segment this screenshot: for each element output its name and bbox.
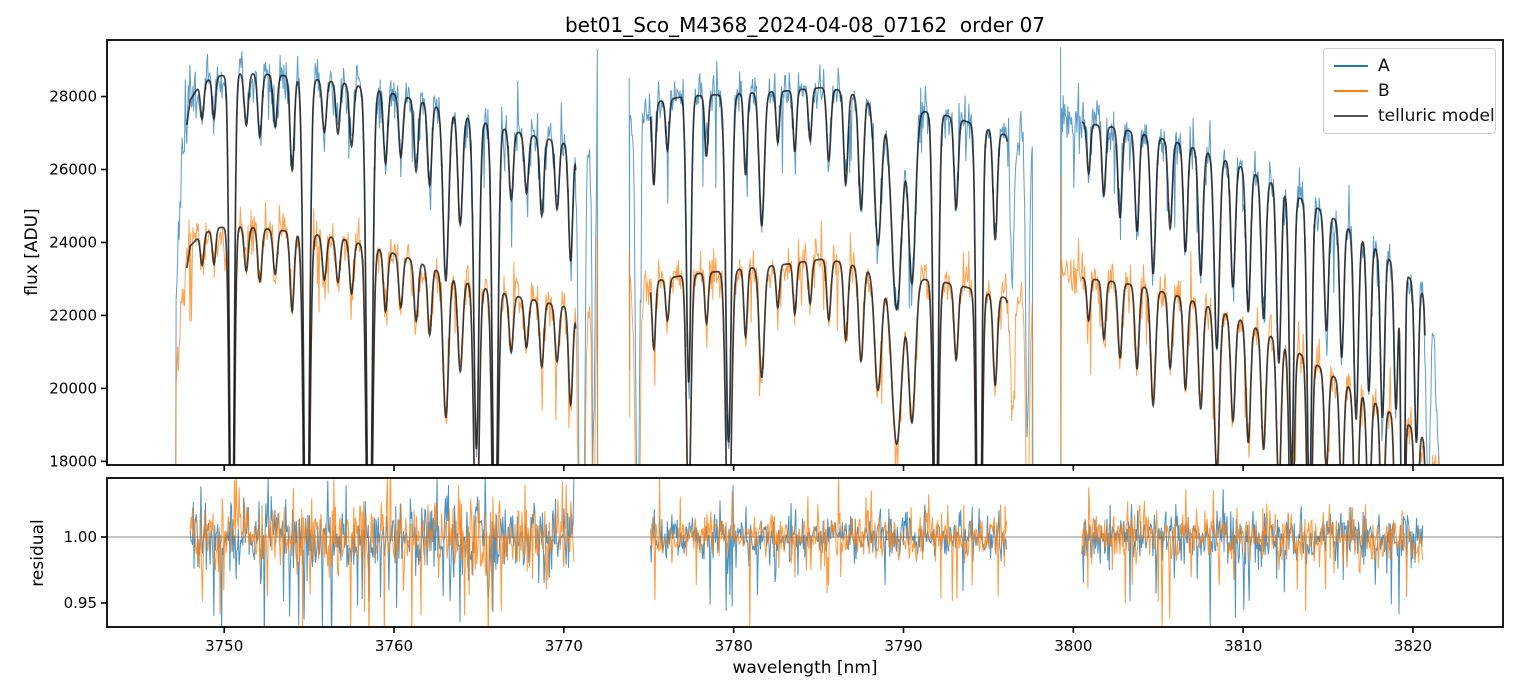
flux-y-tick-label: 22000 (49, 306, 97, 324)
flux-y-tick-label: 24000 (49, 233, 97, 251)
telluric-model-A-segment-1 (185, 73, 577, 465)
flux-y-tick-label: 28000 (49, 88, 97, 106)
legend-entry-telluric: telluric model (1324, 104, 1495, 128)
legend-line-a (1334, 64, 1368, 67)
flux-panel-traces (175, 47, 1440, 465)
flux-y-tick-label: 20000 (49, 379, 97, 397)
x-tick-label: 3820 (1394, 637, 1432, 655)
residual-axis-label: residual (28, 519, 48, 587)
legend-line-telluric (1334, 115, 1368, 118)
x-tick-label: 3800 (1054, 637, 1092, 655)
residual-panel-traces (189, 478, 1424, 627)
telluric-model-B-segment-1 (185, 226, 577, 465)
legend-entry-b: B (1324, 79, 1495, 103)
flux-axis-label: flux [ADU] (22, 208, 42, 296)
flux-y-tick-label: 26000 (49, 161, 97, 179)
telluric-model-A-segment-2 (649, 86, 1008, 465)
series-A-flux-segment-2 (628, 60, 1034, 465)
x-tick-label: 3750 (205, 637, 243, 655)
flux-panel-frame (106, 39, 1504, 466)
series-B-flux-segment-2 (628, 220, 1033, 465)
telluric-model-B-segment-2 (649, 258, 1008, 465)
x-tick-label: 3770 (545, 637, 583, 655)
legend-label-b: B (1378, 80, 1390, 101)
wavelength-axis-label: wavelength [nm] (732, 658, 878, 678)
x-tick-label: 3780 (715, 637, 753, 655)
legend-label-telluric: telluric model (1378, 106, 1495, 127)
x-tick-label: 3810 (1224, 637, 1262, 655)
residual-panel-frame (106, 477, 1504, 628)
telluric-model-B-segment-3 (1081, 276, 1426, 465)
figure-title: bet01_Sco_M4368_2024-04-08_07162 order 0… (564, 13, 1046, 37)
series-B-flux-segment-1 (175, 201, 599, 465)
x-tick-label: 3760 (375, 637, 413, 655)
series-A-flux-segment-3 (1060, 47, 1440, 465)
series-B-residual-segment-1 (189, 478, 575, 627)
flux-y-tick-label: 18000 (49, 452, 97, 470)
residual-y-tick-label: 0.95 (64, 594, 97, 612)
legend-entry-a: A (1324, 54, 1495, 78)
series-B-residual-segment-2 (650, 478, 1008, 627)
x-tick-label: 3790 (884, 637, 922, 655)
series-B-residual-segment-3 (1081, 487, 1424, 627)
legend: A B telluric model (1323, 48, 1496, 134)
legend-label-a: A (1378, 55, 1390, 76)
residual-y-tick-label: 1.00 (64, 528, 97, 546)
legend-line-b (1334, 89, 1368, 92)
telluric-model-A-segment-3 (1081, 121, 1426, 465)
